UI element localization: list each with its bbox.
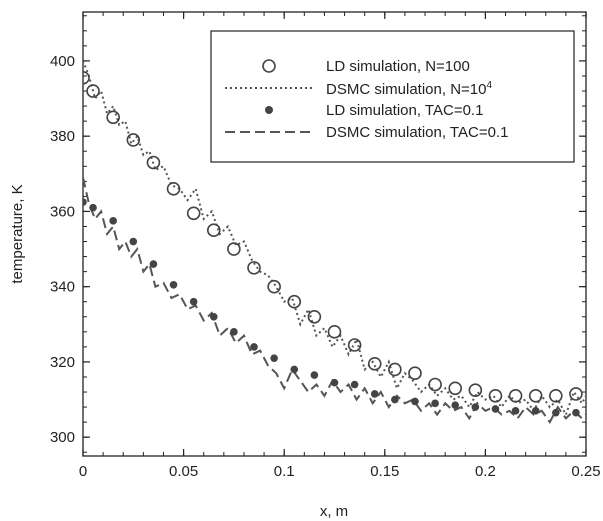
data-point-ld-n100 bbox=[347, 338, 362, 352]
legend-label-dsmc-n-sup: 4 bbox=[486, 80, 492, 91]
data-point-ld-tac bbox=[250, 343, 258, 351]
data-point-ld-n100 bbox=[83, 71, 90, 85]
data-point-ld-tac bbox=[169, 280, 178, 289]
data-point-ld-tac bbox=[451, 401, 460, 410]
legend-marker-filled-circle bbox=[265, 106, 273, 114]
data-point-ld-n100 bbox=[267, 279, 281, 294]
data-point-ld-n100 bbox=[206, 223, 221, 238]
data-point-ld-tac bbox=[230, 328, 238, 336]
data-point-ld-n100 bbox=[468, 383, 483, 397]
legend-label-ld-n100: LD simulation, N=100 bbox=[326, 58, 470, 75]
data-point-ld-tac bbox=[109, 217, 117, 225]
legend-marker-open-circle bbox=[262, 59, 276, 73]
x-tick-label: 0.05 bbox=[169, 463, 198, 480]
legend: LD simulation, N=100 DSMC simulation, N=… bbox=[210, 30, 575, 163]
data-point-ld-n100 bbox=[488, 388, 503, 403]
data-point-ld-tac bbox=[330, 378, 339, 387]
legend-label-ld-tac: LD simulation, TAC=0.1 bbox=[326, 102, 483, 119]
y-tick-label: 340 bbox=[50, 279, 75, 296]
data-point-ld-n100 bbox=[166, 182, 181, 196]
data-point-ld-n100 bbox=[186, 206, 201, 221]
data-point-ld-n100 bbox=[508, 388, 523, 403]
x-tick-label: 0.2 bbox=[475, 463, 496, 480]
plot-frame bbox=[82, 11, 587, 457]
y-tick-label: 380 bbox=[50, 128, 75, 145]
data-point-ld-n100 bbox=[86, 84, 100, 98]
data-point-ld-tac bbox=[129, 237, 138, 246]
series-line-dsmc-tac bbox=[83, 177, 586, 424]
data-point-ld-tac bbox=[572, 408, 580, 417]
data-point-ld-tac bbox=[270, 354, 278, 362]
y-tick-label: 400 bbox=[50, 53, 75, 70]
data-point-ld-tac bbox=[89, 203, 97, 212]
data-point-ld-tac bbox=[370, 390, 379, 398]
data-point-ld-n100 bbox=[106, 110, 120, 125]
data-point-ld-tac bbox=[431, 399, 439, 408]
data-point-ld-n100 bbox=[287, 294, 302, 309]
legend-label-dsmc-n-base: DSMC simulation, N=10 bbox=[326, 81, 486, 98]
data-point-ld-n100 bbox=[367, 357, 382, 371]
data-point-ld-n100 bbox=[428, 377, 442, 392]
data-point-ld-n100 bbox=[549, 388, 563, 403]
data-point-ld-tac bbox=[189, 297, 198, 306]
y-tick-label: 300 bbox=[50, 429, 75, 446]
data-point-ld-n100 bbox=[247, 261, 261, 275]
data-point-ld-tac bbox=[83, 198, 87, 206]
data-point-ld-tac bbox=[209, 312, 218, 321]
data-point-ld-tac bbox=[491, 405, 500, 413]
data-point-ld-tac bbox=[552, 408, 560, 417]
data-point-ld-n100 bbox=[408, 366, 422, 381]
data-point-ld-n100 bbox=[146, 155, 161, 170]
y-axis-ticks: 300 320 340 360 380 400 bbox=[50, 15, 586, 453]
data-point-ld-tac bbox=[411, 397, 419, 406]
x-axis-label: x, m bbox=[320, 503, 348, 520]
data-point-ld-n100 bbox=[126, 133, 141, 147]
data-point-ld-n100 bbox=[528, 388, 543, 403]
data-point-ld-tac bbox=[531, 407, 540, 415]
data-point-ld-tac bbox=[310, 371, 319, 379]
y-tick-label: 360 bbox=[50, 203, 75, 220]
y-tick-label: 320 bbox=[50, 354, 75, 371]
x-tick-label: 0 bbox=[79, 463, 87, 480]
x-tick-label: 0.25 bbox=[571, 463, 600, 480]
data-point-ld-n100 bbox=[227, 242, 241, 256]
y-axis-label: temperature, K bbox=[9, 184, 26, 283]
legend-label-dsmc-tac: DSMC simulation, TAC=0.1 bbox=[326, 124, 508, 141]
series-layer bbox=[83, 60, 586, 424]
legend-box bbox=[210, 30, 575, 163]
data-point-ld-n100 bbox=[388, 362, 402, 377]
data-point-ld-tac bbox=[471, 403, 480, 411]
data-point-ld-n100 bbox=[327, 325, 342, 339]
data-point-ld-n100 bbox=[307, 309, 322, 324]
data-point-ld-n100 bbox=[569, 387, 583, 401]
data-point-ld-tac bbox=[511, 407, 520, 415]
data-point-ld-tac bbox=[149, 260, 158, 268]
data-point-ld-n100 bbox=[448, 381, 463, 396]
data-point-ld-tac bbox=[350, 380, 359, 389]
x-tick-label: 0.15 bbox=[370, 463, 399, 480]
data-point-ld-tac bbox=[290, 365, 299, 374]
legend-label-dsmc-n: DSMC simulation, N=104 bbox=[326, 80, 492, 98]
data-point-ld-tac bbox=[391, 395, 399, 404]
x-tick-label: 0.1 bbox=[274, 463, 295, 480]
